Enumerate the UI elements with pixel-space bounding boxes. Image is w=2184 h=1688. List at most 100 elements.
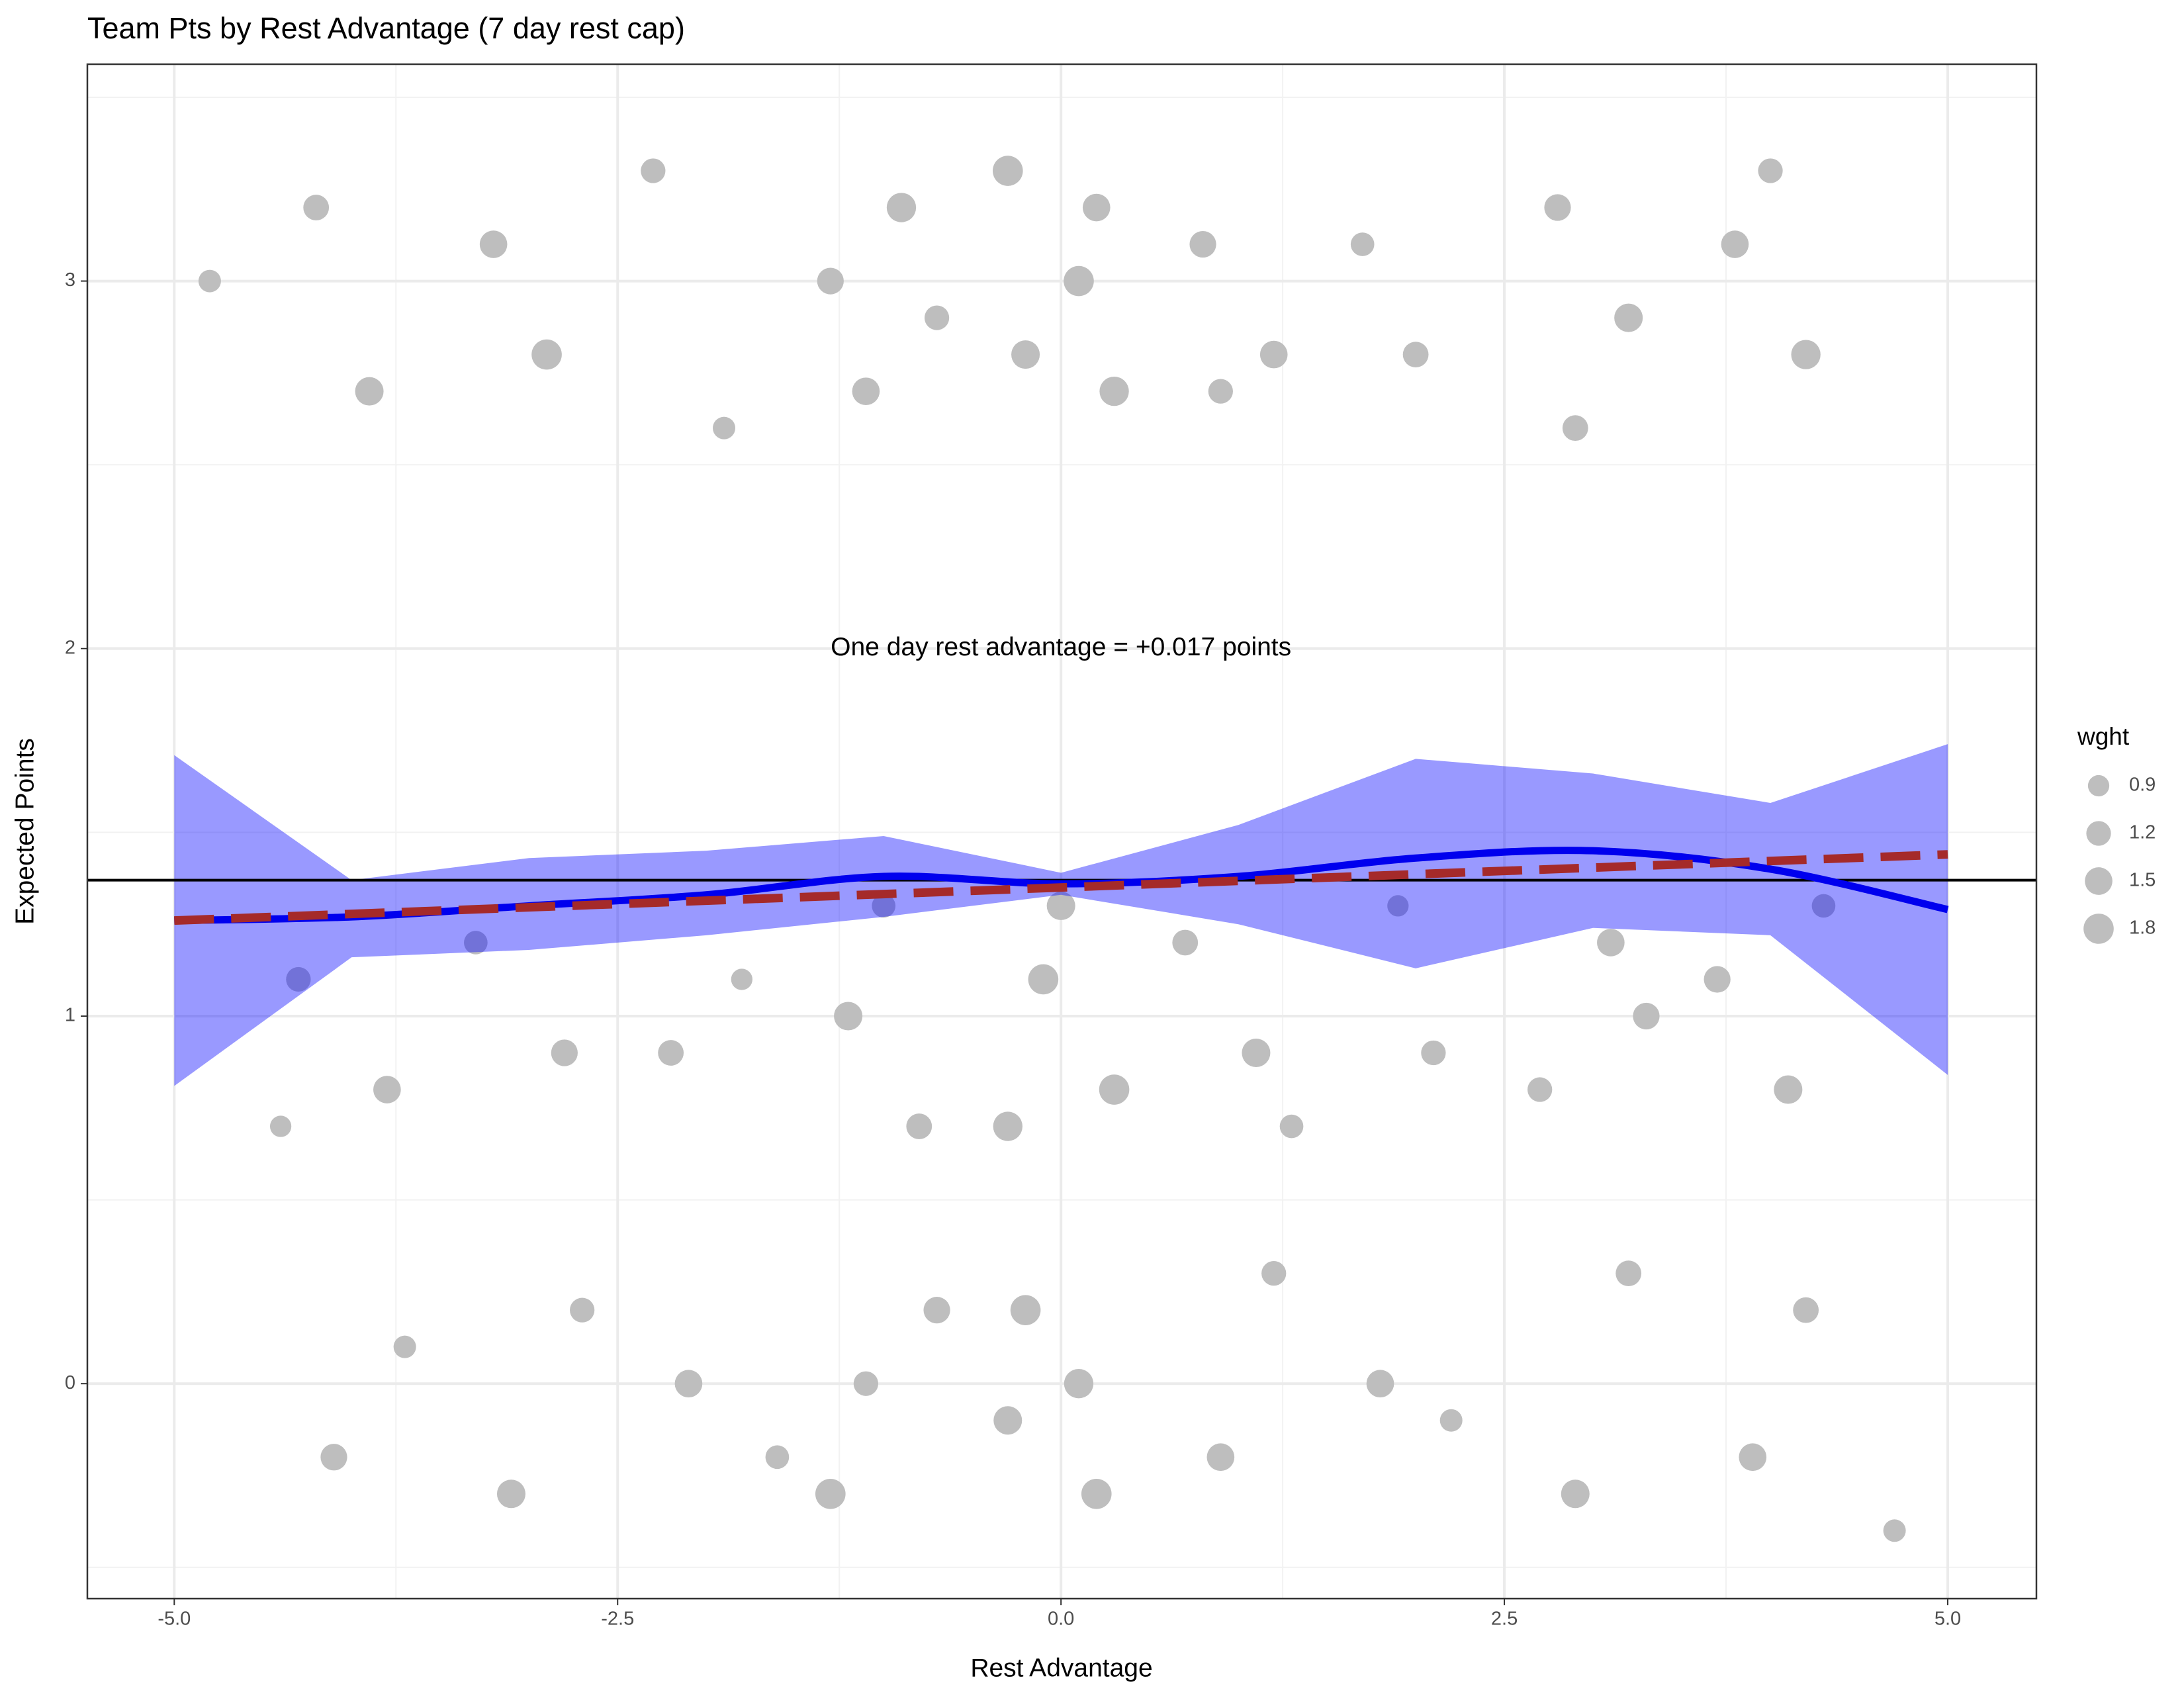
legend-label: 1.2	[2129, 822, 2156, 843]
point	[551, 1039, 578, 1066]
point	[1279, 1114, 1304, 1139]
linear-fit	[174, 850, 1948, 925]
point	[570, 1297, 595, 1323]
x-tick-label: 2.5	[1491, 1609, 1518, 1630]
panel-border	[86, 63, 2038, 1600]
point	[286, 966, 311, 992]
point	[713, 416, 736, 440]
point	[1081, 1478, 1112, 1509]
legend-key	[2085, 867, 2113, 895]
legend-title: wght	[2077, 723, 2130, 750]
point	[924, 305, 950, 330]
point	[872, 894, 896, 918]
point	[1011, 340, 1040, 369]
point	[320, 1444, 347, 1471]
legend-label: 1.5	[2129, 870, 2156, 891]
point	[1597, 929, 1625, 957]
point	[1721, 230, 1749, 258]
point	[1189, 230, 1216, 258]
legend-label: 0.9	[2129, 774, 2156, 796]
point	[815, 1478, 846, 1509]
point	[1527, 1077, 1553, 1102]
point	[765, 1445, 790, 1470]
point	[1259, 340, 1288, 369]
point	[1793, 1297, 1819, 1323]
point	[993, 1111, 1023, 1141]
point	[198, 269, 221, 293]
point	[906, 1113, 933, 1139]
point	[731, 968, 752, 990]
point	[1028, 964, 1059, 995]
point	[1704, 966, 1731, 993]
point	[1562, 415, 1588, 442]
point	[393, 1335, 416, 1358]
y-axis-title: Expected Points	[11, 738, 39, 925]
point	[1010, 1295, 1041, 1325]
confidence-band	[174, 744, 1948, 1086]
point	[1774, 1075, 1803, 1104]
y-tick-label: 3	[65, 269, 75, 291]
point	[1544, 194, 1571, 221]
y-tick-label: 0	[65, 1372, 75, 1393]
point	[355, 377, 384, 406]
point	[817, 267, 844, 295]
point	[1046, 891, 1075, 920]
point	[1172, 929, 1199, 956]
y-tick-label: 2	[65, 637, 75, 658]
point	[1421, 1040, 1446, 1066]
point	[1439, 1409, 1463, 1432]
legend-key	[2086, 821, 2111, 846]
point	[1811, 894, 1836, 918]
point	[1242, 1039, 1271, 1068]
point	[479, 230, 508, 258]
x-axis-title: Rest Advantage	[970, 1654, 1152, 1682]
point	[1883, 1519, 1906, 1542]
legend-key	[2083, 914, 2114, 944]
point	[303, 195, 330, 220]
point	[1614, 303, 1643, 332]
point	[269, 1115, 292, 1137]
legend-key	[2087, 774, 2110, 797]
point	[993, 1406, 1023, 1435]
point	[1402, 342, 1429, 367]
point	[1561, 1479, 1590, 1509]
point	[852, 377, 880, 405]
point	[1615, 1260, 1642, 1287]
x-tick-label: 0.0	[1048, 1609, 1074, 1630]
point	[1206, 1443, 1235, 1472]
point	[1366, 1370, 1394, 1398]
annotation: One day rest advantage = +0.017 points	[831, 633, 1291, 661]
point	[834, 1002, 863, 1031]
point	[1387, 895, 1409, 917]
point	[1064, 265, 1094, 297]
point	[923, 1297, 950, 1324]
point	[674, 1370, 703, 1398]
point	[496, 1479, 525, 1509]
x-tick-label: -5.0	[158, 1609, 191, 1630]
chart-title: Team Pts by Rest Advantage (7 day rest c…	[87, 11, 685, 45]
point	[1791, 340, 1821, 369]
point	[373, 1076, 401, 1103]
point	[1099, 1074, 1130, 1105]
point	[1082, 193, 1111, 222]
y-tick-label: 1	[65, 1005, 75, 1026]
point	[464, 931, 488, 955]
point	[1350, 232, 1375, 256]
point	[1261, 1261, 1287, 1286]
point	[1739, 1443, 1767, 1472]
point	[1758, 158, 1783, 183]
point	[853, 1371, 879, 1396]
legend-label: 1.8	[2129, 917, 2156, 939]
point	[531, 339, 562, 370]
x-tick-label: -2.5	[601, 1609, 634, 1630]
point	[658, 1040, 684, 1066]
point	[1208, 379, 1233, 404]
point	[1633, 1002, 1660, 1030]
point	[641, 158, 666, 183]
x-tick-label: 5.0	[1934, 1609, 1961, 1630]
point	[992, 156, 1023, 186]
point	[1099, 376, 1129, 406]
point	[886, 193, 917, 222]
